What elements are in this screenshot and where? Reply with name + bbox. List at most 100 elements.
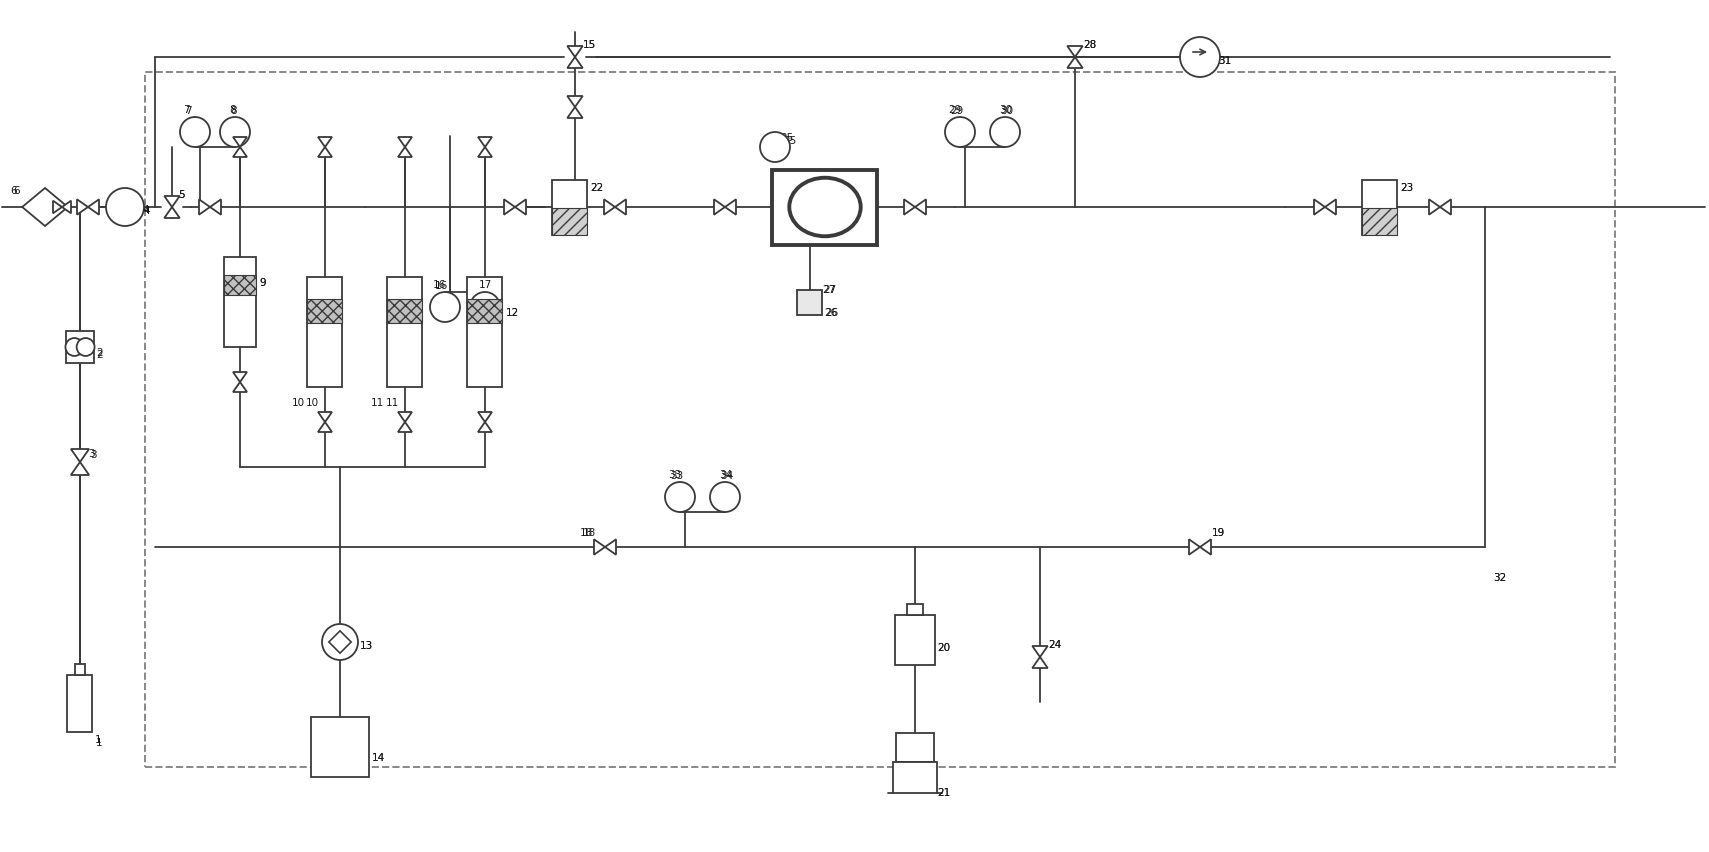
Text: 20: 20 xyxy=(937,642,950,653)
Bar xyxy=(1362,209,1398,235)
Polygon shape xyxy=(232,372,248,383)
Bar xyxy=(896,734,935,762)
Bar xyxy=(388,278,422,388)
Text: 8: 8 xyxy=(229,105,236,115)
Polygon shape xyxy=(504,200,514,216)
Text: 16: 16 xyxy=(432,279,446,290)
Polygon shape xyxy=(1032,657,1048,668)
Polygon shape xyxy=(398,423,412,433)
Text: 31: 31 xyxy=(1219,56,1230,66)
Polygon shape xyxy=(77,200,87,216)
Text: 18: 18 xyxy=(583,527,596,538)
Polygon shape xyxy=(605,539,615,555)
Text: 6: 6 xyxy=(10,186,17,196)
Bar xyxy=(772,170,877,245)
Text: 21: 21 xyxy=(937,787,950,797)
Bar xyxy=(468,278,502,388)
Text: 4: 4 xyxy=(142,204,149,215)
Text: 25: 25 xyxy=(779,133,793,143)
Polygon shape xyxy=(70,450,89,463)
Circle shape xyxy=(1179,38,1220,78)
Text: 18: 18 xyxy=(579,527,593,538)
Bar xyxy=(308,300,342,324)
Text: 22: 22 xyxy=(590,183,603,193)
Text: 2: 2 xyxy=(96,349,103,360)
Text: 29: 29 xyxy=(948,105,960,115)
Text: 7: 7 xyxy=(183,105,190,115)
Bar xyxy=(468,300,502,324)
Text: 27: 27 xyxy=(824,285,836,295)
Text: 14: 14 xyxy=(373,752,385,762)
Polygon shape xyxy=(904,200,914,216)
Polygon shape xyxy=(232,383,248,393)
Polygon shape xyxy=(914,200,926,216)
Text: 4: 4 xyxy=(144,206,150,216)
Polygon shape xyxy=(398,138,412,148)
Text: 17: 17 xyxy=(479,279,492,290)
Polygon shape xyxy=(87,200,99,216)
Bar xyxy=(552,209,588,235)
Polygon shape xyxy=(714,200,725,216)
Polygon shape xyxy=(567,97,583,108)
Polygon shape xyxy=(164,208,179,219)
Bar xyxy=(67,331,94,364)
Text: 15: 15 xyxy=(583,40,596,50)
Text: 9: 9 xyxy=(260,278,265,288)
Polygon shape xyxy=(1429,200,1441,216)
Text: 8: 8 xyxy=(231,106,236,116)
Polygon shape xyxy=(1189,539,1200,555)
Polygon shape xyxy=(318,412,332,423)
Text: 11: 11 xyxy=(371,398,385,407)
Circle shape xyxy=(77,338,94,356)
Text: 16: 16 xyxy=(436,280,448,291)
Polygon shape xyxy=(232,148,248,158)
Polygon shape xyxy=(398,412,412,423)
Polygon shape xyxy=(603,200,615,216)
Text: 13: 13 xyxy=(361,640,373,650)
Text: 10: 10 xyxy=(291,398,304,407)
Text: 23: 23 xyxy=(1400,183,1413,193)
Text: 3: 3 xyxy=(91,450,97,459)
Polygon shape xyxy=(479,423,492,433)
Text: 26: 26 xyxy=(824,308,837,318)
Polygon shape xyxy=(615,200,625,216)
Polygon shape xyxy=(62,201,72,214)
Polygon shape xyxy=(514,200,526,216)
Bar xyxy=(798,291,822,315)
Text: 33: 33 xyxy=(670,470,684,481)
Text: 3: 3 xyxy=(87,448,94,458)
Text: 23: 23 xyxy=(1400,183,1413,193)
Polygon shape xyxy=(1314,200,1324,216)
Circle shape xyxy=(321,625,357,660)
Polygon shape xyxy=(53,201,62,214)
Polygon shape xyxy=(210,200,220,216)
Text: 15: 15 xyxy=(583,40,596,50)
Polygon shape xyxy=(398,148,412,158)
Bar xyxy=(145,73,1615,767)
Polygon shape xyxy=(318,138,332,148)
Circle shape xyxy=(470,292,501,323)
Text: 28: 28 xyxy=(1084,40,1095,50)
Polygon shape xyxy=(70,463,89,475)
Text: 17: 17 xyxy=(480,280,494,291)
Circle shape xyxy=(945,118,976,148)
Polygon shape xyxy=(1324,200,1336,216)
Text: 30: 30 xyxy=(1000,106,1013,116)
Bar xyxy=(75,664,85,675)
Text: 28: 28 xyxy=(1084,40,1095,50)
Polygon shape xyxy=(595,539,605,555)
Circle shape xyxy=(179,118,210,148)
Polygon shape xyxy=(479,138,492,148)
Polygon shape xyxy=(567,58,583,69)
Text: 32: 32 xyxy=(1494,573,1506,582)
Circle shape xyxy=(665,482,696,512)
Text: 30: 30 xyxy=(1000,105,1012,115)
Polygon shape xyxy=(567,108,583,119)
Polygon shape xyxy=(22,189,68,227)
Polygon shape xyxy=(164,197,179,208)
Polygon shape xyxy=(1068,47,1084,58)
Polygon shape xyxy=(479,412,492,423)
Text: 6: 6 xyxy=(14,186,19,196)
Polygon shape xyxy=(1441,200,1451,216)
Ellipse shape xyxy=(790,179,861,237)
